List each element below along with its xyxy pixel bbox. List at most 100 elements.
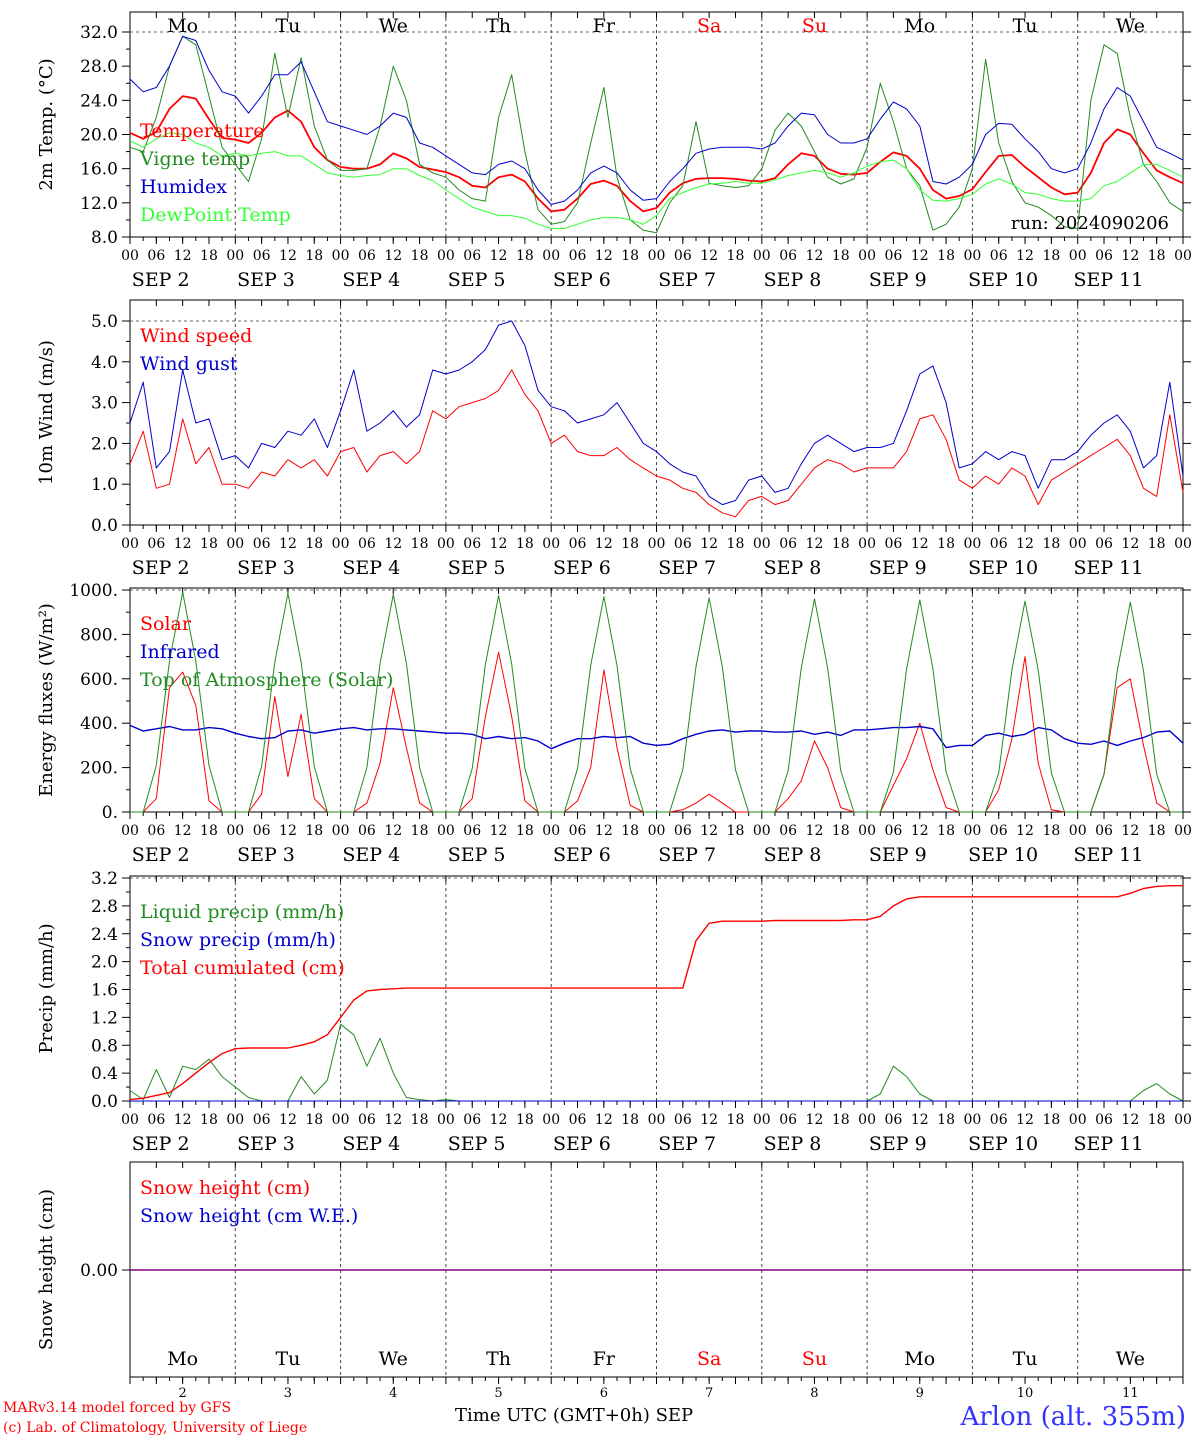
day-number-label: 3 (284, 1386, 292, 1401)
hour-label: 00 (648, 1112, 666, 1128)
weekday-label: Mo (167, 1348, 198, 1370)
hour-label: 18 (305, 536, 323, 552)
hour-label: 18 (937, 823, 955, 839)
hour-label: 06 (779, 536, 797, 552)
day-number-label: 4 (389, 1386, 397, 1401)
weekday-label: Tu (1013, 1348, 1038, 1370)
date-label: SEP 3 (237, 844, 295, 866)
date-label: SEP 8 (764, 1133, 822, 1155)
y-tick-label: 0.8 (91, 1036, 118, 1056)
legend-entry: Humidex (140, 176, 227, 198)
hour-label: 00 (1174, 248, 1192, 264)
hour-label: 06 (569, 536, 587, 552)
hour-label: 00 (437, 823, 455, 839)
legend-entry: Infrared (140, 641, 220, 663)
y-tick-label: 28.0 (80, 57, 118, 77)
hour-label: 00 (437, 536, 455, 552)
hour-label: 18 (1042, 248, 1060, 264)
weekday-label: We (379, 1348, 408, 1370)
hour-label: 12 (1121, 248, 1139, 264)
hour-label: 12 (1016, 248, 1034, 264)
y-axis-label: 2m Temp. (°C) (36, 58, 57, 190)
hour-label: 00 (963, 248, 981, 264)
date-label: SEP 6 (553, 844, 611, 866)
date-label: SEP 11 (1073, 269, 1143, 291)
weekday-label: Mo (167, 15, 198, 37)
x-axis-title: Time UTC (GMT+0h) SEP (455, 1405, 694, 1426)
hour-label: 06 (253, 536, 271, 552)
y-axis-label: Snow height (cm) (36, 1189, 57, 1350)
y-tick-label: 5.0 (91, 312, 118, 332)
hour-label: 12 (174, 536, 192, 552)
date-label: SEP 4 (342, 269, 400, 291)
date-label: SEP 7 (658, 844, 716, 866)
date-label: SEP 8 (764, 844, 822, 866)
date-label: SEP 9 (869, 269, 927, 291)
hour-label: 00 (648, 536, 666, 552)
legend-entry: Total cumulated (cm) (140, 957, 345, 979)
hour-label: 18 (621, 248, 639, 264)
date-label: SEP 2 (132, 269, 190, 291)
date-label: SEP 11 (1073, 1133, 1143, 1155)
hour-label: 12 (279, 536, 297, 552)
hour-label: 18 (411, 536, 429, 552)
hour-label: 06 (463, 536, 481, 552)
weekday-label: Fr (593, 1348, 616, 1370)
day-number-label: 11 (1122, 1386, 1139, 1401)
hour-label: 18 (1148, 536, 1166, 552)
panel-frame (129, 587, 1184, 813)
hour-label: 00 (121, 248, 139, 264)
date-label: SEP 2 (132, 844, 190, 866)
hour-label: 12 (595, 823, 613, 839)
series-line (129, 35, 1184, 205)
date-label: SEP 5 (448, 844, 506, 866)
hour-label: 00 (121, 823, 139, 839)
hour-label: 06 (674, 1112, 692, 1128)
weekday-label: Tu (1013, 15, 1038, 37)
hour-label: 12 (1016, 823, 1034, 839)
date-label: SEP 7 (658, 1133, 716, 1155)
y-tick-label: 0.0 (91, 1092, 118, 1112)
y-tick-label: 0.4 (91, 1064, 118, 1084)
hour-label: 06 (463, 248, 481, 264)
hour-label: 00 (753, 823, 771, 839)
hour-label: 12 (279, 823, 297, 839)
hour-label: 06 (463, 1112, 481, 1128)
date-label: SEP 11 (1073, 844, 1143, 866)
date-label: SEP 2 (132, 1133, 190, 1155)
hour-label: 00 (121, 1112, 139, 1128)
hour-label: 12 (595, 536, 613, 552)
series-line (129, 369, 1184, 518)
date-label: SEP 9 (869, 557, 927, 579)
hour-label: 00 (1069, 248, 1087, 264)
legend-entry: Wind gust (140, 353, 238, 375)
hour-label: 12 (174, 1112, 192, 1128)
hour-label: 00 (437, 1112, 455, 1128)
hour-label: 18 (621, 1112, 639, 1128)
hour-label: 18 (411, 1112, 429, 1128)
hour-label: 06 (885, 1112, 903, 1128)
hour-label: 06 (358, 536, 376, 552)
legend-entry: Temperature (140, 120, 264, 142)
hour-label: 06 (990, 248, 1008, 264)
legend-entry: Snow precip (mm/h) (140, 929, 336, 951)
y-tick-label: 400. (80, 714, 118, 734)
hour-label: 00 (226, 248, 244, 264)
hour-label: 06 (147, 823, 165, 839)
hour-label: 18 (1148, 1112, 1166, 1128)
date-label: SEP 5 (448, 269, 506, 291)
hour-label: 18 (516, 248, 534, 264)
weekday-label: Th (486, 1348, 511, 1370)
hour-label: 06 (674, 536, 692, 552)
date-label: SEP 6 (553, 557, 611, 579)
hour-label: 12 (595, 248, 613, 264)
hour-label: 12 (174, 823, 192, 839)
hour-label: 12 (911, 536, 929, 552)
hour-label: 00 (226, 1112, 244, 1128)
hour-label: 00 (858, 823, 876, 839)
weekday-label: Mo (904, 1348, 935, 1370)
y-tick-label: 20.0 (80, 126, 118, 146)
hour-label: 00 (1174, 536, 1192, 552)
hour-label: 18 (727, 248, 745, 264)
hour-label: 06 (147, 248, 165, 264)
